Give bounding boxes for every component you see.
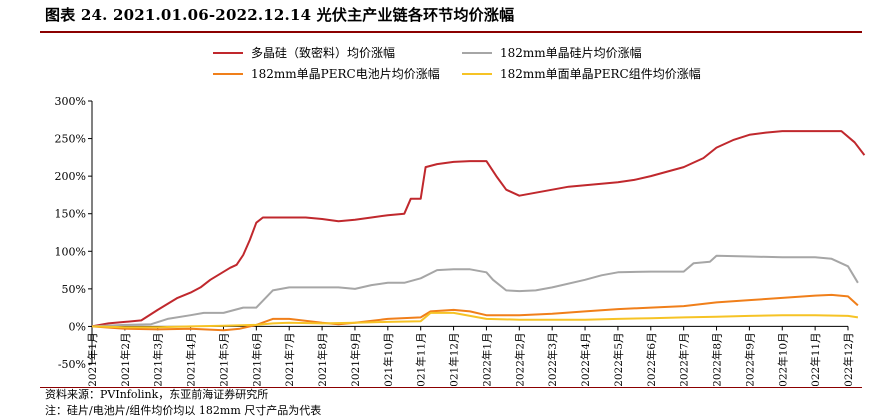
series-line-1 (91, 130, 866, 328)
y-tick-label: 0% (69, 320, 86, 333)
x-tick-label: 2021年2月 (119, 332, 132, 386)
x-tick-label: 2021年4月 (185, 332, 198, 386)
legend-item-4: 182mm单面单晶PERC组件均价涨幅 (462, 66, 701, 81)
y-tick-label: 150% (55, 208, 86, 221)
x-tick-label: 2022年12月 (842, 332, 855, 386)
x-tick-label: 2021年12月 (448, 332, 461, 386)
x-tick-label: 2022年1月 (480, 332, 493, 386)
legend-item-1: 多晶硅（致密料）均价涨幅 (213, 45, 395, 60)
x-tick-label: 2022年9月 (743, 332, 756, 386)
x-tick-label: 2022年3月 (546, 332, 559, 386)
plot-area (91, 130, 866, 332)
x-tick-label: 2021年10月 (382, 332, 395, 386)
chart-title: 图表 24. 2021.01.06-2022.12.14 光伏主产业链各环节均价… (45, 6, 515, 24)
x-tick-label: 2022年10月 (776, 332, 789, 386)
y-tick-label: -50% (58, 358, 86, 371)
legend-item-3: 182mm单晶PERC电池片均价涨幅 (213, 66, 440, 81)
x-tick-label: 2021年8月 (316, 332, 329, 386)
y-tick-label: 100% (55, 245, 86, 258)
chart-axes: 300% 250% 200% 150% 100% 50% 0% -50% 2021年1月 2021… (55, 95, 855, 386)
x-tick-label: 2021年7月 (283, 332, 296, 386)
footnote: 注：硅片/电池片/组件均价均以 182mm 尺寸产品为代表 (45, 404, 322, 417)
series-line-4 (91, 311, 859, 329)
legend-item-2: 182mm单晶硅片均价涨幅 (462, 45, 642, 60)
x-tick-label: 2021年11月 (415, 332, 428, 386)
x-tick-label: 2022年2月 (513, 332, 526, 386)
x-tick-label: 2022年7月 (678, 332, 691, 386)
series-line-3 (91, 293, 859, 332)
legend-label: 182mm单面单晶PERC组件均价涨幅 (500, 66, 701, 81)
x-tick-label: 2022年6月 (645, 332, 658, 386)
title-divider (40, 31, 862, 33)
line-chart: 多晶硅（致密料）均价涨幅 182mm单晶硅片均价涨幅 182mm单晶PERC电池片均… (55, 45, 866, 386)
x-tick-label: 2021年6月 (250, 332, 263, 386)
legend-label: 182mm单晶PERC电池片均价涨幅 (251, 66, 440, 81)
series-line-2 (91, 254, 859, 328)
x-tick-label: 2022年11月 (809, 332, 822, 386)
x-tick-label: 2022年5月 (612, 332, 625, 386)
x-tick-label: 2021年1月 (86, 332, 99, 386)
x-tick-label: 2022年8月 (711, 332, 724, 386)
x-tick-label: 2021年3月 (152, 332, 165, 386)
legend-label: 多晶硅（致密料）均价涨幅 (251, 45, 395, 60)
footer-divider (40, 387, 862, 388)
x-tick-label: 2021年9月 (349, 332, 362, 386)
y-tick-label: 50% (62, 283, 86, 296)
y-tick-label: 300% (55, 95, 86, 108)
x-tick-label: 2021年5月 (217, 332, 230, 386)
y-tick-label: 200% (55, 170, 86, 183)
source-note: 资料来源：PVInfolink，东亚前海证券研究所 (45, 388, 269, 401)
chart-legend: 多晶硅（致密料）均价涨幅 182mm单晶硅片均价涨幅 182mm单晶PERC电池片均… (213, 45, 701, 81)
y-tick-label: 250% (55, 133, 86, 146)
legend-label: 182mm单晶硅片均价涨幅 (500, 45, 642, 60)
x-tick-label: 2022年4月 (579, 332, 592, 386)
